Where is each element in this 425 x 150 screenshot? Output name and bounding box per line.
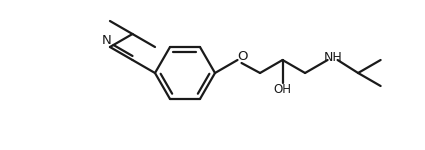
Text: N: N (102, 33, 112, 46)
Text: OH: OH (274, 83, 292, 96)
Text: NH: NH (324, 51, 343, 63)
Text: O: O (237, 50, 248, 63)
